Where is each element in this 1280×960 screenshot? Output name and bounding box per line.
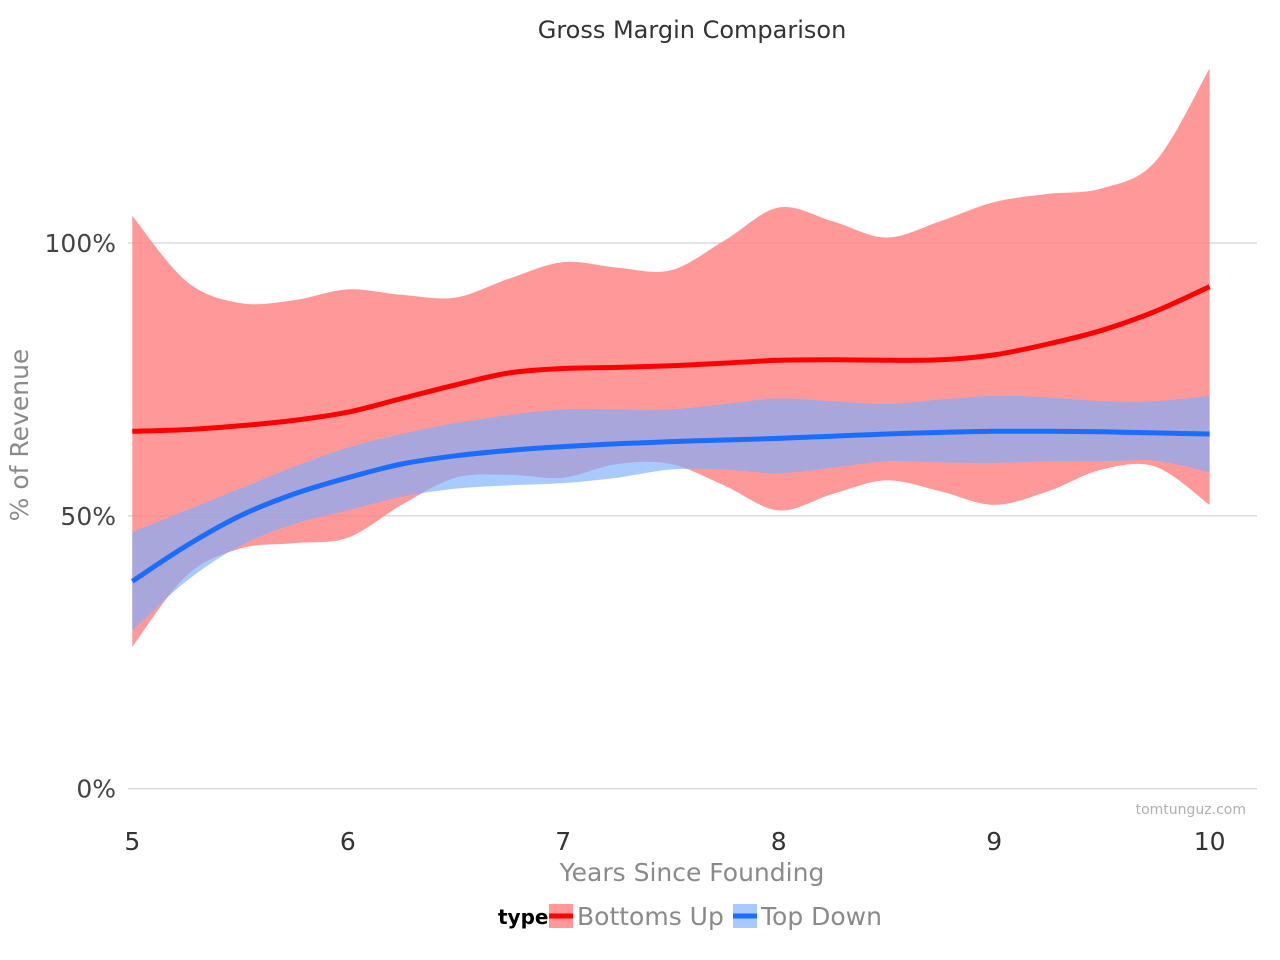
x-tick-label-6: 6 bbox=[340, 827, 356, 856]
trend-line-top-down bbox=[130, 428, 1210, 584]
y-axis-ticks: 0% 50% 100% bbox=[45, 229, 116, 804]
confidence-band-top-down bbox=[132, 395, 1210, 631]
x-tick-label-9: 9 bbox=[986, 827, 1002, 856]
y-tick-label-100pct: 100% bbox=[45, 229, 116, 258]
y-axis-title: % of Revenue bbox=[5, 349, 34, 522]
legend-label-top-down: Top Down bbox=[760, 902, 882, 931]
legend: type Bottoms Up Top Down bbox=[498, 902, 882, 931]
x-tick-label-10: 10 bbox=[1194, 827, 1226, 856]
watermark: tomtunguz.com bbox=[1136, 802, 1246, 818]
x-axis-ticks: 5 6 7 8 9 10 bbox=[124, 827, 1225, 856]
x-tick-label-5: 5 bbox=[124, 827, 140, 856]
trend-line-bottoms-up bbox=[132, 284, 1211, 434]
x-tick-label-8: 8 bbox=[771, 827, 787, 856]
chart-title: Gross Margin Comparison bbox=[538, 16, 847, 44]
confidence-bands bbox=[132, 68, 1210, 647]
trend-lines bbox=[130, 284, 1211, 584]
confidence-band-bottoms-up bbox=[132, 68, 1210, 647]
y-tick-label-0pct: 0% bbox=[76, 775, 116, 804]
y-tick-label-50pct: 50% bbox=[60, 502, 116, 531]
legend-title: type bbox=[498, 905, 548, 929]
x-axis-title: Years Since Founding bbox=[559, 858, 825, 887]
x-tick-label-7: 7 bbox=[555, 827, 571, 856]
legend-label-bottoms-up: Bottoms Up bbox=[577, 902, 724, 931]
